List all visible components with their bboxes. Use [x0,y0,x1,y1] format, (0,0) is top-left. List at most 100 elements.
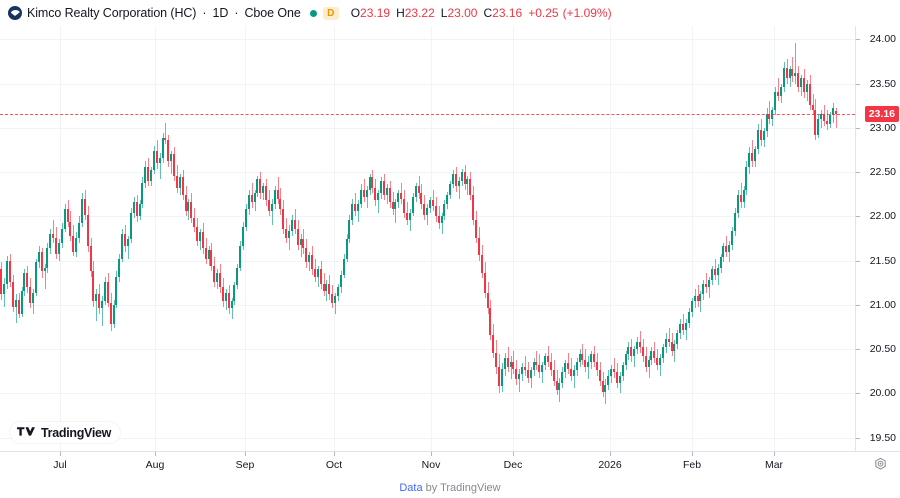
candle-body [415,186,417,197]
candle-body [501,368,503,387]
candle-body [725,246,727,252]
candle-wick [660,354,661,376]
candle-body [291,219,293,231]
candle-body [492,335,494,353]
time-axis-tick: Aug [145,459,165,471]
candle-body [409,212,411,220]
candle-body [236,267,238,286]
candle-body [75,237,77,252]
price-axis-tick: 21.50 [869,254,896,267]
candle-wick [165,122,166,144]
ohlc-high-key: H [396,6,405,20]
candle-body [147,166,149,181]
candle-body [495,352,497,367]
candle-body [3,283,5,295]
candle-body [141,182,143,204]
time-axis-tick: Mar [764,459,784,471]
candle-wick [634,345,635,367]
candle-body [507,358,509,367]
horizontal-gridline [0,349,855,350]
candle-wick [614,358,615,378]
candle-body [0,269,2,295]
vertical-gridline [431,26,432,451]
tradingview-mark-icon [17,426,35,436]
horizontal-gridline [0,172,855,173]
candle-body [464,172,466,185]
candle-body [107,281,109,304]
ohlc-open-key: O [350,6,361,20]
candle-body [202,232,204,249]
time-axis-tick-mark [155,452,156,456]
candle-body [21,290,23,314]
current-price-line-layer [0,26,855,451]
chart-settings-gear-icon[interactable] [873,457,888,472]
candle-body [826,120,828,125]
candle-body [604,384,606,392]
candle-wick [778,78,779,102]
candle-body [743,189,745,203]
price-axis-tick: 22.00 [869,210,896,223]
candle-body [98,294,100,309]
candle-body [12,281,14,307]
price-axis-tick-mark [856,305,860,306]
data-delay-badge[interactable]: D [322,6,339,20]
candle-body [118,258,120,277]
candle-body [113,304,115,325]
candle-wick [718,264,719,286]
current-price-badge[interactable]: 23.16 [864,105,899,122]
price-axis-tick-mark [856,261,860,262]
candle-body [466,179,468,185]
candle-body [412,196,414,213]
time-axis-tick-mark [334,452,335,456]
candle-body [469,179,471,196]
candle-body [84,198,86,215]
horizontal-gridline [0,128,855,129]
candle-wick [827,110,828,130]
candle-body [325,283,327,291]
candle-wick [769,101,770,125]
price-axis-tick-mark [856,128,860,129]
interval-label[interactable]: 1D [212,6,229,20]
candle-body [731,230,733,245]
price-change: +0.25 [528,6,559,20]
footer-data-link[interactable]: Data [399,481,423,494]
time-axis[interactable]: Jul Aug Sep Oct Nov Dec 2026 Feb Mar [0,451,900,477]
candle-body [754,149,756,162]
price-axis[interactable]: 24.00 23.50 23.00 22.50 22.00 21.50 21.00 20.50… [855,26,900,451]
candle-body [766,113,768,132]
ohlc-close-key: C [483,6,493,20]
candle-wick [326,280,327,302]
candle-wick [128,235,129,259]
candle-body [573,370,575,376]
vertical-gridline [245,26,246,451]
candle-body [156,150,158,164]
candle-body [87,214,89,247]
candle-body [213,265,215,282]
candle-body [685,322,687,330]
vertical-gridline [692,26,693,451]
header-separator-1: · [202,6,207,20]
candle-body [78,223,80,238]
candle-body [481,255,483,274]
candle-body [357,203,359,212]
candle-body [423,203,425,215]
exchange-label[interactable]: Cboe One [244,6,301,20]
candle-body [475,219,477,238]
candle-body [46,248,48,268]
candle-body [32,292,34,304]
candle-wick [709,276,710,298]
symbol-name[interactable]: Kimco Realty Corporation (HC) [27,6,197,20]
candle-wick [378,189,379,213]
candle-body [179,177,181,189]
chart-plot-area[interactable] [0,26,855,451]
candle-wick [706,273,707,293]
candle-body [760,129,762,141]
candle-wick [542,361,543,383]
candle-body [518,373,520,380]
candle-body [308,255,310,263]
candle-body [714,269,716,275]
candle-body [205,248,207,259]
tradingview-watermark[interactable]: TradingView [10,422,121,443]
candle-body [394,202,396,210]
candle-body [58,242,60,254]
